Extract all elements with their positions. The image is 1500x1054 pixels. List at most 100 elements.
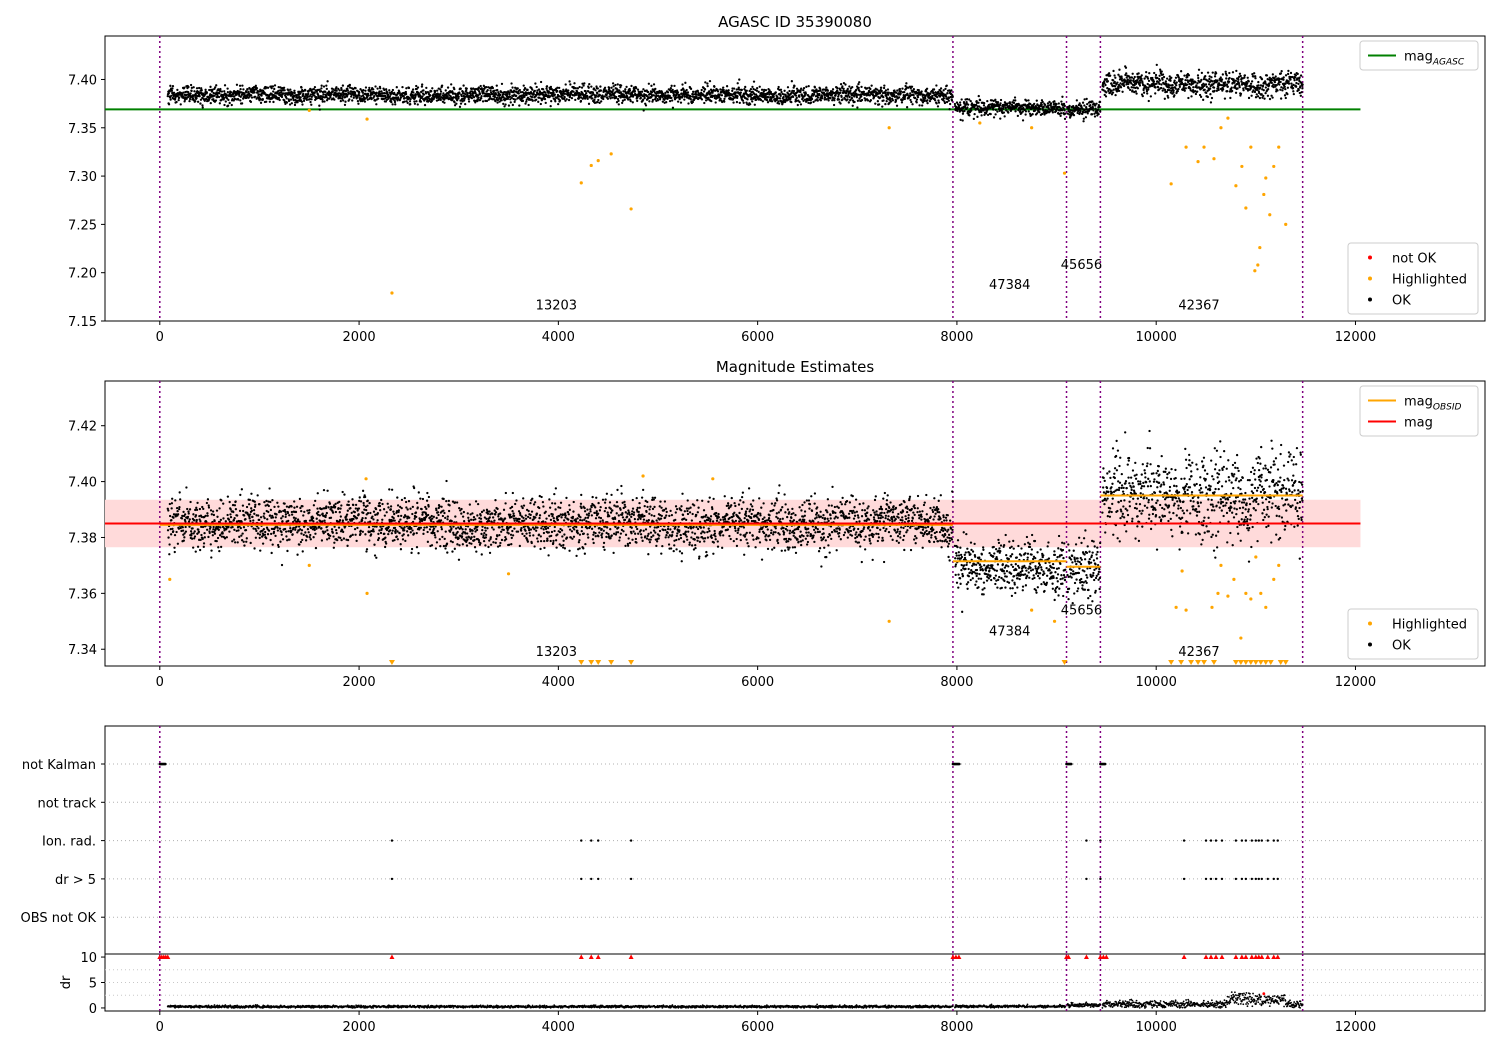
ok-point xyxy=(1290,72,1292,74)
ok-point xyxy=(836,87,838,89)
ok-point xyxy=(567,89,569,91)
ok-point xyxy=(239,88,241,90)
ok-point xyxy=(1114,94,1116,96)
ok-point xyxy=(236,84,238,86)
legend-label: Highlighted xyxy=(1392,273,1467,288)
ok-point xyxy=(805,86,807,88)
ok-point xyxy=(1283,76,1285,78)
ok-point xyxy=(468,100,470,102)
ok-point xyxy=(181,517,183,519)
ok-point xyxy=(489,89,491,91)
ok-point xyxy=(1213,86,1215,88)
ok-point xyxy=(931,95,933,97)
ok-point xyxy=(201,104,203,106)
ok-point xyxy=(983,102,985,104)
ok-point xyxy=(1215,72,1217,74)
ok-point xyxy=(190,530,192,532)
ok-point xyxy=(298,543,300,545)
ok-point xyxy=(1186,76,1188,78)
ok-point xyxy=(289,88,291,90)
ok-point xyxy=(1247,77,1249,79)
ok-point xyxy=(544,92,546,94)
ok-point xyxy=(353,97,355,99)
ok-point xyxy=(1217,79,1219,81)
ok-point xyxy=(1186,83,1188,85)
ok-point xyxy=(608,87,610,89)
ok-point xyxy=(1192,89,1194,91)
ok-point xyxy=(1000,99,1002,101)
ok-point xyxy=(227,105,229,107)
ok-point xyxy=(1047,104,1049,106)
ok-point xyxy=(169,503,171,505)
ok-point xyxy=(1267,95,1269,97)
ok-point xyxy=(1041,103,1043,105)
ok-point xyxy=(347,89,349,91)
ok-point xyxy=(1188,74,1190,76)
ok-point xyxy=(280,511,282,513)
ok-point xyxy=(439,93,441,95)
ok-point xyxy=(412,88,414,90)
ok-point xyxy=(1175,84,1177,86)
ok-point xyxy=(239,510,241,512)
ok-point xyxy=(754,104,756,106)
ok-point xyxy=(447,86,449,88)
ok-point xyxy=(1097,113,1099,115)
ok-point xyxy=(881,90,883,92)
ok-point xyxy=(1190,95,1192,97)
ok-point xyxy=(301,101,303,103)
ok-point xyxy=(946,92,948,94)
ok-point xyxy=(1094,115,1096,117)
ok-point xyxy=(950,89,952,91)
ok-point xyxy=(573,82,575,84)
ok-point xyxy=(607,98,609,100)
ok-point xyxy=(1043,106,1045,108)
ok-point xyxy=(182,91,184,93)
ok-point xyxy=(798,101,800,103)
ok-point xyxy=(200,534,202,536)
ok-point xyxy=(177,513,179,515)
ok-point xyxy=(321,98,323,100)
ok-point xyxy=(1087,112,1089,114)
ok-point xyxy=(532,100,534,102)
ok-point xyxy=(926,88,928,90)
ok-point xyxy=(254,501,256,503)
ok-point xyxy=(588,103,590,105)
ok-point xyxy=(300,86,302,88)
ok-point xyxy=(596,92,598,94)
ok-point xyxy=(197,101,199,103)
ok-point xyxy=(482,100,484,102)
ok-point xyxy=(797,104,799,106)
ok-point xyxy=(1275,75,1277,77)
ok-point xyxy=(1298,76,1300,78)
ok-point xyxy=(169,98,171,100)
ok-point xyxy=(1253,72,1255,74)
ok-point xyxy=(293,90,295,92)
ok-point xyxy=(172,530,174,532)
ok-point xyxy=(342,84,344,86)
ok-point xyxy=(881,105,883,107)
ok-point xyxy=(944,88,946,90)
ok-point xyxy=(185,530,187,532)
highlighted-point xyxy=(1284,223,1287,226)
ok-point xyxy=(744,86,746,88)
ok-point xyxy=(851,86,853,88)
ok-point xyxy=(351,99,353,101)
ok-point xyxy=(473,96,475,98)
ok-point xyxy=(319,108,321,110)
ok-point xyxy=(946,84,948,86)
ok-point xyxy=(1153,72,1155,74)
ok-point xyxy=(302,514,304,516)
ok-point xyxy=(880,87,882,89)
ok-point xyxy=(298,521,300,523)
ok-point xyxy=(1209,93,1211,95)
ok-point xyxy=(1034,109,1036,111)
ok-point xyxy=(1297,83,1299,85)
ok-point xyxy=(246,506,248,508)
ok-point xyxy=(253,513,255,515)
ok-point xyxy=(1097,108,1099,110)
ok-point xyxy=(1214,75,1216,77)
ok-point xyxy=(492,87,494,89)
ok-point xyxy=(815,88,817,90)
ok-point xyxy=(652,99,654,101)
